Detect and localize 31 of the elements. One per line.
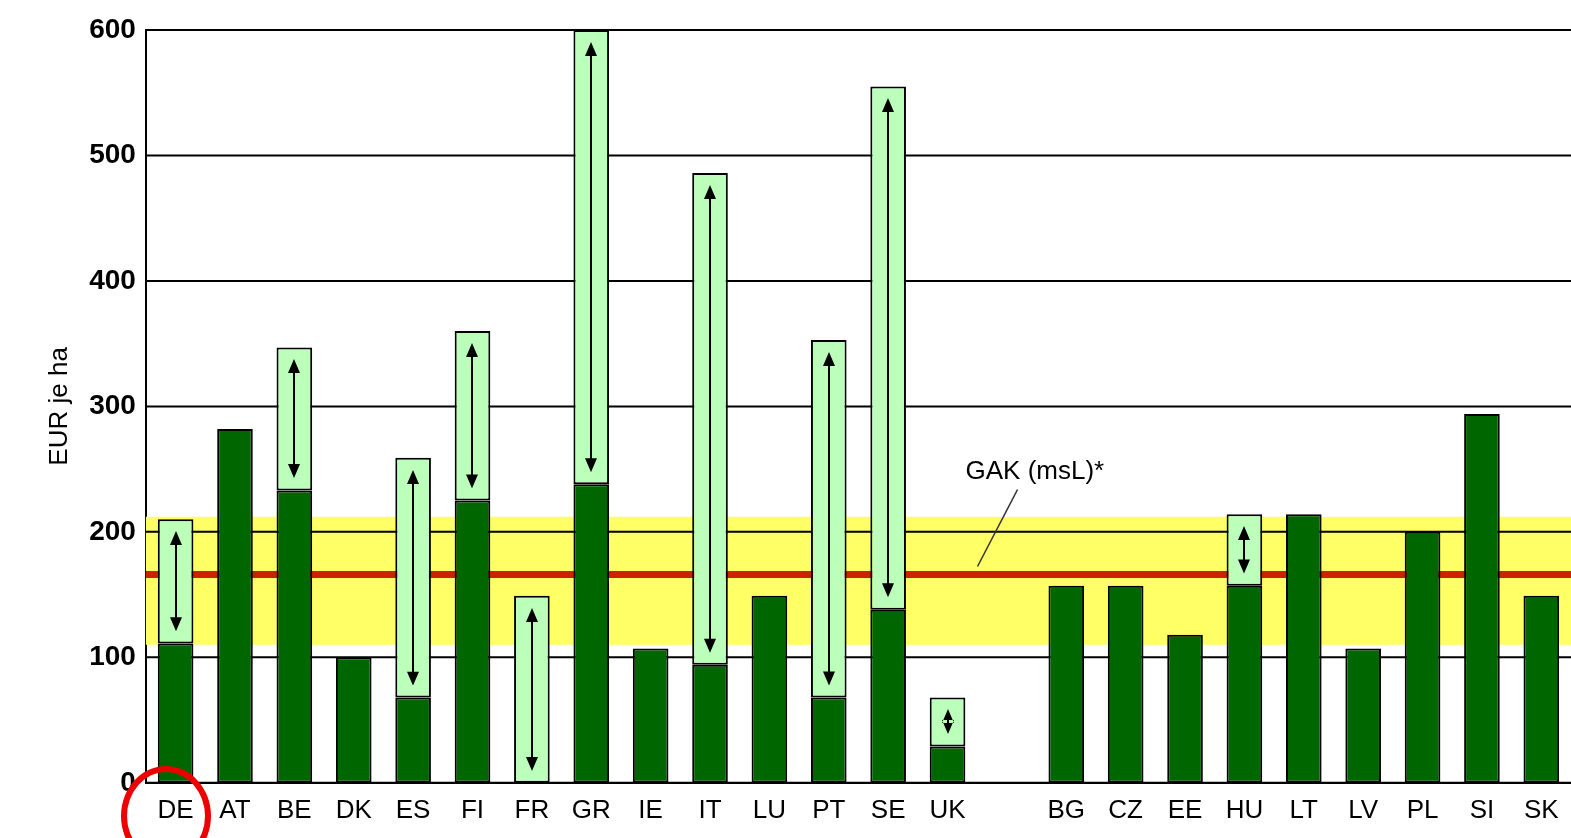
x-tick-label: BG	[1047, 793, 1086, 824]
y-tick-label: 600	[89, 12, 136, 44]
x-tick-label: AT	[219, 793, 251, 824]
x-tick-label: FI	[460, 793, 485, 824]
y-tick-label: 400	[89, 263, 136, 295]
x-tick-label: LT	[1289, 793, 1319, 824]
y-tick-label: 100	[89, 640, 136, 672]
x-tick-label: GR	[571, 793, 611, 824]
x-tick-label: FR	[514, 793, 550, 824]
ref-line-label: GAK (msL)*	[965, 454, 1105, 485]
x-tick-label: SI	[1469, 793, 1495, 824]
x-tick-label: HU	[1225, 793, 1264, 824]
x-tick-label: SE	[870, 793, 906, 824]
y-axis-title: EUR je ha	[42, 346, 73, 466]
x-tick-label: LV	[1348, 793, 1379, 824]
x-tick-label: DK	[335, 793, 373, 824]
x-tick-label: ES	[395, 793, 431, 824]
x-tick-label: PT	[812, 793, 846, 824]
y-tick-label: 300	[89, 389, 136, 421]
x-tick-label: PL	[1406, 793, 1439, 824]
x-tick-label: LU	[752, 793, 787, 824]
x-tick-label: DE	[157, 793, 194, 824]
y-tick-label: 200	[89, 514, 136, 546]
x-tick-label: UK	[929, 793, 967, 824]
x-tick-label: IE	[638, 793, 663, 824]
x-tick-label: SK	[1523, 793, 1560, 824]
x-tick-label: CZ	[1108, 793, 1144, 824]
x-tick-label: EE	[1167, 793, 1203, 824]
x-tick-label: IT	[698, 793, 722, 824]
y-tick-label: 500	[89, 138, 136, 170]
x-tick-label: BE	[277, 793, 312, 824]
